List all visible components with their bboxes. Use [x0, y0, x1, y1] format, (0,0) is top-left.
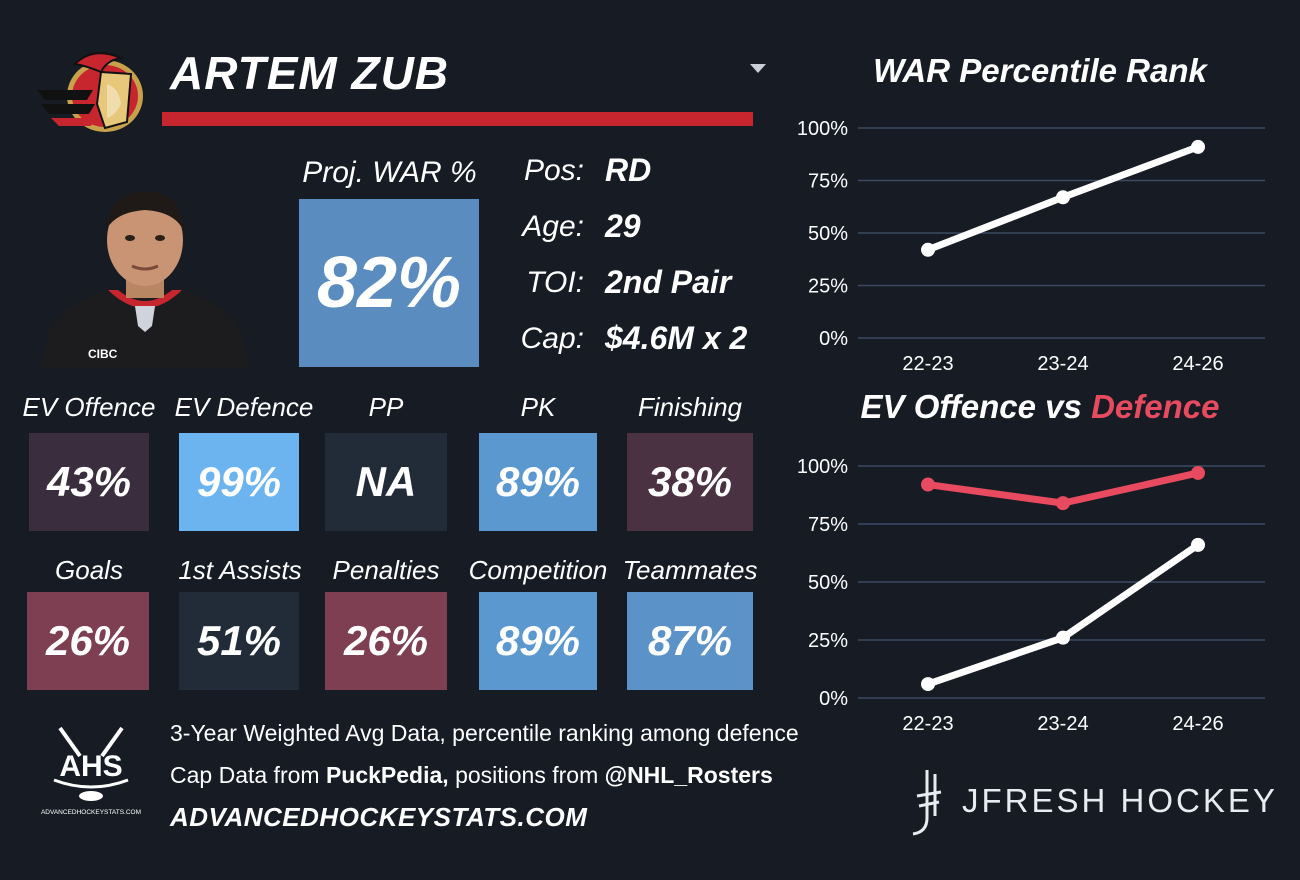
tile-1st-assists: 51%	[179, 592, 299, 690]
y-tick-label: 50%	[808, 572, 848, 594]
senators-logo	[37, 52, 143, 132]
y-tick-label: 25%	[808, 630, 848, 652]
cap-value: $4.6M x 2	[605, 320, 748, 356]
series-point-0	[1056, 190, 1070, 205]
series-point-1	[1056, 496, 1070, 511]
y-tick-label: 25%	[808, 276, 848, 298]
chart1-title: WAR Percentile Rank	[873, 52, 1207, 89]
y-tick-label: 100%	[797, 118, 848, 140]
y-tick-label: 50%	[808, 223, 848, 245]
tile-label-goals: Goals	[55, 555, 123, 585]
tile-value: 43%	[46, 458, 132, 505]
war-percentile-chart: 0% 25% 50% 75% 100% 22-23 23-24 24-26	[797, 118, 1265, 375]
tile-value: 38%	[647, 458, 733, 505]
tile-value: 89%	[495, 458, 581, 505]
tile-value: 89%	[495, 617, 581, 664]
series-point-0	[921, 677, 935, 692]
tile-value: 26%	[343, 617, 429, 664]
toi-value: 2nd Pair	[605, 264, 732, 300]
footer-note-2: Cap Data from PuckPedia, positions from …	[170, 762, 773, 789]
tile-value: NA	[355, 458, 417, 505]
x-tick-label: 24-26	[1172, 353, 1223, 375]
series-point-1	[921, 477, 935, 492]
x-tick-label: 22-23	[902, 353, 953, 375]
tile-label-ev-defence: EV Defence	[174, 392, 314, 422]
footer-note-1: 3-Year Weighted Avg Data, percentile ran…	[170, 720, 799, 746]
tile-penalties: 26%	[325, 592, 447, 690]
tile-label-pk: PK	[520, 392, 556, 422]
svg-text:CIBC: CIBC	[88, 347, 118, 361]
header-divider	[162, 112, 753, 126]
tile-label-penalties: Penalties	[332, 555, 440, 585]
tile-label-ev-offence: EV Offence	[22, 392, 156, 422]
x-tick-label: 23-24	[1037, 713, 1088, 735]
puckpedia-link[interactable]: PuckPedia,	[325, 762, 449, 788]
series-point-1	[1191, 465, 1205, 480]
tile-value: 26%	[45, 617, 131, 664]
tile-label-teammates: Teammates	[622, 555, 758, 585]
y-tick-label: 100%	[797, 456, 848, 478]
chart2-title: EV Offence vs Defence	[790, 388, 1290, 426]
proj-war-label: Proj. WAR %	[302, 156, 477, 189]
footer-note-2-prefix: Cap Data from	[170, 762, 326, 788]
x-tick-label: 23-24	[1037, 353, 1088, 375]
player-headshot: CIBC	[40, 191, 250, 368]
ahs-logo-caption: ADVANCEDHOCKEYSTATS.COM	[41, 809, 141, 816]
footer-note-2-mid: positions from	[448, 762, 605, 788]
tile-finishing: 38%	[627, 433, 753, 531]
series-point-0	[1191, 139, 1205, 154]
y-tick-label: 75%	[808, 171, 848, 193]
tile-competition: 89%	[479, 592, 597, 690]
series-point-0	[1056, 630, 1070, 645]
tile-ev-offence: 43%	[29, 433, 149, 531]
jfresh-logo-icon	[912, 770, 942, 836]
cap-label: Cap:	[520, 322, 584, 355]
chart2-title-part2: Defence	[1091, 388, 1220, 425]
pos-value: RD	[605, 152, 652, 188]
chevron-down-icon[interactable]	[750, 64, 766, 73]
tile-teammates: 87%	[627, 592, 753, 690]
tile-goals: 26%	[27, 592, 149, 690]
toi-label: TOI:	[526, 266, 584, 299]
series-point-0	[921, 242, 935, 257]
pos-label: Pos:	[523, 154, 584, 187]
series-point-0	[1191, 537, 1205, 552]
tile-ev-defence: 99%	[179, 433, 299, 531]
tile-label-competition: Competition	[468, 555, 608, 585]
tile-value: 51%	[196, 617, 282, 664]
tile-label-finishing: Finishing	[637, 392, 743, 422]
tile-value: 87%	[647, 617, 733, 664]
x-tick-label: 22-23	[902, 713, 953, 735]
tile-pk: 89%	[479, 433, 597, 531]
y-tick-label: 0%	[819, 688, 848, 710]
tile-label-1st-assists: 1st Assists	[178, 555, 302, 585]
age-label: Age:	[522, 210, 584, 243]
ev-offence-defence-chart: 0% 25% 50% 75% 100% 22-23 23-24 24-26	[797, 456, 1265, 735]
series-line-0	[924, 541, 1202, 688]
x-tick-label: 24-26	[1172, 713, 1223, 735]
nhl-rosters-link[interactable]: @NHL_Rosters	[604, 762, 773, 788]
y-tick-label: 0%	[819, 328, 848, 350]
y-tick-label: 75%	[808, 514, 848, 536]
age-value: 29	[605, 208, 641, 244]
ahs-logo: AHS ADVANCEDHOCKEYSTATS.COM	[41, 726, 141, 816]
tile-label-pp: PP	[368, 392, 404, 422]
tile-value: 99%	[196, 458, 282, 505]
proj-war-value: 82%	[316, 243, 462, 323]
proj-war-box: 82%	[299, 199, 479, 367]
chart2-title-part1: EV Offence vs	[860, 388, 1092, 425]
player-name: ARTEM ZUB	[170, 47, 450, 99]
ahs-logo-text: AHS	[59, 750, 122, 783]
jfresh-hockey-brand: JFRESH HOCKEY	[962, 782, 1278, 819]
website-url[interactable]: ADVANCEDHOCKEYSTATS.COM	[170, 802, 588, 832]
tile-pp: NA	[325, 433, 447, 531]
